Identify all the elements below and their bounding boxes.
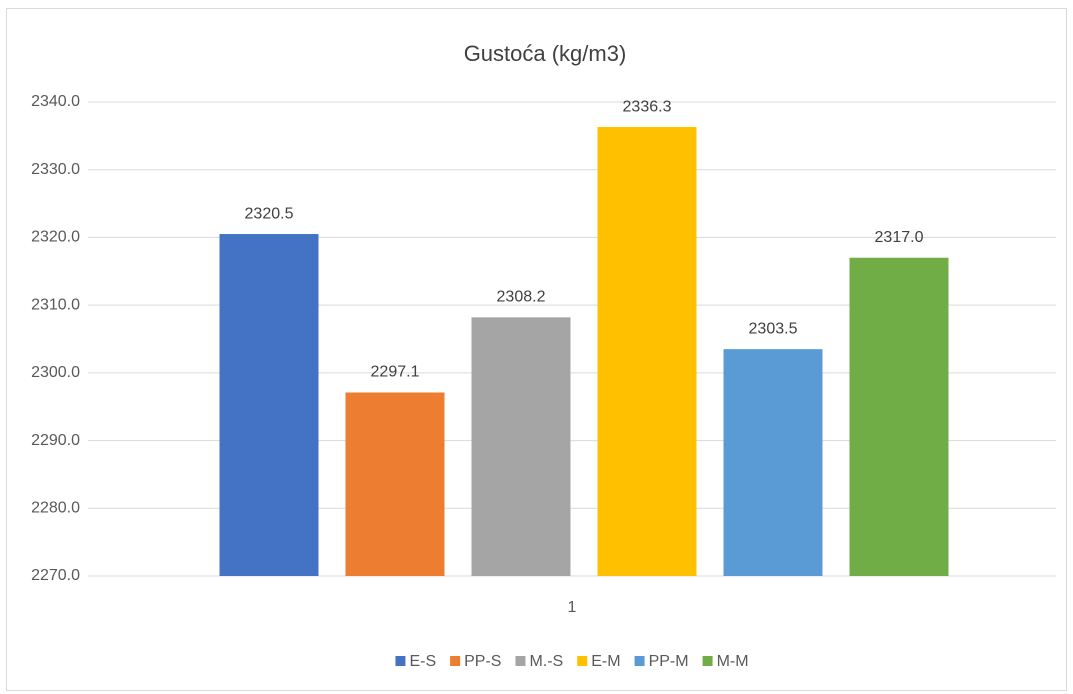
data-label: 2297.1 [371, 364, 420, 381]
data-label: 2336.3 [623, 98, 672, 115]
bar [219, 234, 319, 577]
legend-label: PP-S [464, 653, 501, 670]
data-label: 2303.5 [749, 320, 798, 337]
bar [471, 317, 571, 576]
y-tick-label: 2330.0 [31, 161, 80, 178]
chart-title: Gustoća (kg/m3) [464, 41, 627, 66]
legend-label: E-M [591, 653, 620, 670]
legend-swatch [634, 656, 645, 666]
y-tick-label: 2290.0 [31, 432, 80, 449]
legend-swatch [395, 656, 406, 666]
legend-label: M.-S [529, 653, 563, 670]
legend-swatch [702, 656, 713, 666]
legend-swatch [515, 656, 526, 666]
legend-label: M-M [717, 653, 749, 670]
legend-label: E-S [409, 653, 436, 670]
data-label: 2308.2 [497, 289, 546, 306]
legend-swatch [450, 656, 461, 666]
y-tick-label: 2270.0 [31, 567, 80, 584]
legend-swatch [577, 656, 588, 666]
bar [849, 257, 949, 576]
y-tick-label: 2300.0 [31, 364, 80, 381]
bar [723, 349, 823, 576]
data-label: 2317.0 [875, 229, 924, 246]
y-tick-label: 2280.0 [31, 500, 80, 517]
legend-label: PP-M [649, 653, 689, 670]
bar [345, 392, 445, 576]
y-tick-label: 2310.0 [31, 296, 80, 313]
x-tick-label: 1 [568, 599, 577, 616]
bar [597, 127, 697, 576]
y-tick-label: 2320.0 [31, 229, 80, 246]
data-label: 2320.5 [245, 205, 294, 222]
y-tick-label: 2340.0 [31, 93, 80, 110]
